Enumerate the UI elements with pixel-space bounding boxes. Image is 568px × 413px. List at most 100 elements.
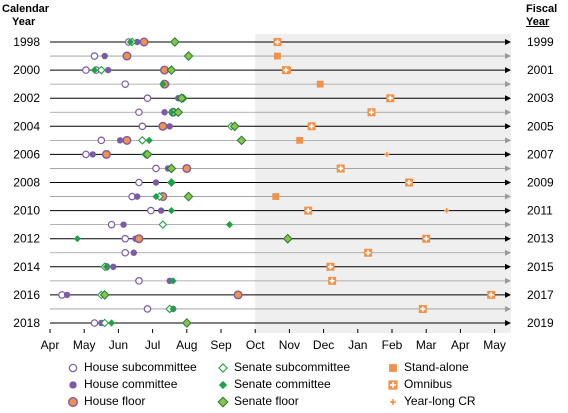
house-committee-point (157, 207, 165, 214)
house-floor-point (233, 290, 243, 300)
x-tick-label: Jul (145, 338, 160, 352)
grid-line-arrow (505, 165, 511, 172)
senate-committee-point (169, 305, 177, 313)
senate-committee-point (225, 221, 234, 229)
house-subcommittee-point (107, 220, 116, 229)
right-axis-title-line2: Year (526, 16, 550, 28)
calendar-year-label: 2018 (13, 316, 40, 330)
calendar-year-label: 2008 (13, 176, 40, 190)
senate-floor-point (236, 135, 247, 146)
legend-marker-house-floor (68, 397, 78, 407)
senate-committee-point (102, 263, 111, 271)
x-tick-label: Feb (382, 338, 403, 352)
x-tick-label: Aug (176, 338, 197, 352)
legend-label: House floor (84, 394, 146, 408)
legend-marker-omnibus (388, 380, 398, 390)
omnibus-point (405, 178, 414, 187)
calendar-year-label: 2014 (13, 260, 40, 274)
data-points (58, 37, 496, 328)
legend-label: Senate subcommittee (234, 360, 351, 374)
house-committee-point (63, 291, 71, 299)
senate-floor-point (183, 51, 194, 61)
legend-label: House subcommittee (84, 360, 197, 374)
grid-line-arrow (505, 193, 511, 200)
legend-label: Omnibus (404, 377, 453, 391)
senate-floor-point (173, 107, 184, 118)
fiscal-year-label: 2015 (527, 260, 554, 274)
house-floor-point (139, 37, 149, 47)
legend-label: Stand-alone (404, 360, 469, 374)
grid-line-arrow (505, 151, 511, 158)
grid-line-arrow (505, 67, 511, 74)
legend-marker-house-committee (69, 381, 77, 389)
omnibus-point (422, 234, 431, 243)
senate-floor-point (181, 318, 192, 328)
grid-line-arrow (505, 53, 511, 60)
x-tick-label: May (73, 338, 96, 352)
senate-subcommittee-point (96, 65, 106, 75)
fiscal-year-label: 2005 (527, 119, 554, 133)
senate-committee-point (73, 235, 81, 243)
senate-subcommittee-point (158, 220, 168, 230)
omnibus-point (418, 304, 427, 313)
omnibus-point (326, 262, 335, 271)
senate-floor-point (282, 233, 293, 244)
omnibus-point (304, 206, 313, 215)
fiscal-year-label: 2011 (527, 204, 553, 218)
fiscal-year-label: 2003 (527, 91, 554, 105)
senate-committee-point (167, 178, 176, 187)
grid-line-arrow (505, 207, 511, 214)
house-subcommittee-point (135, 108, 143, 117)
house-committee-point (130, 249, 137, 256)
house-subcommittee-point (82, 66, 90, 74)
grid-line-arrow (505, 263, 511, 270)
senate-floor-point (142, 149, 153, 160)
left-axis-title-line2: Year (12, 16, 36, 28)
senate-subcommittee-point (100, 318, 110, 328)
house-subcommittee-point (121, 248, 130, 257)
legend: House subcommittee House committee House f… (66, 359, 566, 413)
fiscal-year-label: 2017 (527, 288, 554, 302)
legend-marker-senate-subcommittee (218, 363, 228, 373)
house-committee-point (134, 193, 141, 200)
house-committee-point (101, 52, 108, 60)
calendar-year-label: 2000 (13, 63, 40, 77)
calendar-year-labels: 1998 2000 2002 2004 2006 2008 2010 2012 2014 2016… (13, 35, 40, 330)
senate-floor-point (183, 191, 194, 202)
senate-committee-point (145, 136, 153, 144)
senate-floor-point (166, 65, 177, 76)
left-axis-title-line1: Calendar (2, 3, 50, 15)
grid-line-arrow (505, 39, 511, 45)
omnibus-point (386, 94, 395, 103)
legend-label: Senate committee (234, 377, 331, 391)
house-subcommittee-point (121, 80, 130, 88)
house-subcommittee-point (143, 94, 152, 103)
house-subcommittee-point (90, 52, 99, 60)
house-subcommittee-point (147, 206, 155, 215)
left-axis-title: Calendar Year (2, 3, 49, 29)
fiscal-year-label: 2009 (527, 176, 554, 190)
stand-alone-point (296, 136, 304, 144)
legend-label: Senate floor (234, 394, 299, 408)
senate-floor-point (229, 121, 240, 132)
senate-subcommittee-point (137, 135, 147, 145)
senate-committee-point (107, 319, 116, 327)
house-floor-point (122, 51, 132, 61)
senate-committee-point (167, 108, 176, 116)
omnibus-point (487, 290, 496, 299)
shaded-region (255, 34, 511, 333)
grid-line-arrow (505, 137, 511, 144)
senate-committee-point (159, 80, 167, 88)
x-axis-ticks: Apr May Jun Jul Aug Sep Oct Nov Dec Jan Feb Mar Apr M… (41, 329, 506, 352)
year-long-cr-point (444, 208, 450, 214)
calendar-year-label: 2006 (13, 147, 40, 161)
calendar-year-label: 2010 (13, 204, 40, 218)
house-subcommittee-point (138, 122, 147, 131)
x-tick-label: Jun (109, 338, 128, 352)
stand-alone-point (272, 193, 280, 200)
legend-marker-senate-floor (217, 396, 229, 408)
omnibus-point (367, 108, 376, 117)
grid-line-arrow (505, 179, 511, 186)
house-committee-point (134, 38, 141, 46)
